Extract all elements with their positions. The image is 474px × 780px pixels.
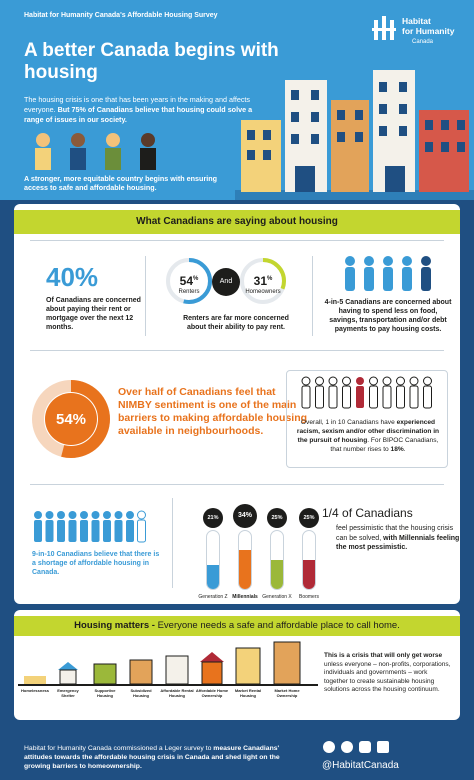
people-group-icon [345, 256, 431, 291]
social-handle[interactable]: @HabitatCanada [322, 760, 399, 771]
person-icon [68, 511, 77, 542]
stat-40-text: Of Canadians are concerned about paying … [46, 297, 141, 331]
person-icon [409, 376, 419, 409]
nimby-value: 54% [56, 411, 86, 428]
crisis-text: This is a crisis that will only get wors… [324, 652, 451, 693]
twitter-icon[interactable] [341, 741, 353, 753]
divider [312, 256, 313, 336]
person-icon [34, 511, 42, 542]
generation-value: 34% [233, 504, 257, 528]
instagram-icon[interactable] [359, 741, 371, 753]
generation-label: Generation X [262, 594, 292, 600]
person-icon [315, 376, 324, 409]
generation-value: 25% [267, 508, 287, 528]
generation-bar-fill [207, 564, 219, 589]
pessimism-text: feel pessimistic that the housing crisis… [336, 525, 460, 551]
tagline: A stronger, more equitable country begin… [24, 174, 218, 192]
divider [145, 256, 146, 336]
continuum-label: Affordable Rental Housing [160, 688, 194, 698]
stat-40-value: 40% [46, 262, 99, 292]
generation-value: 21% [203, 508, 223, 528]
renters-label: Renters [178, 289, 200, 295]
continuum-label: Subsidized Housing [130, 688, 152, 698]
quarter-title: 1/4 of Canadians [322, 506, 413, 520]
person-icon [423, 376, 432, 409]
renters-ring [166, 258, 212, 304]
person-icon [356, 377, 364, 408]
continuum-label: Supportive Housing [94, 688, 116, 698]
person-icon [103, 511, 111, 542]
homeowners-ring [240, 258, 286, 304]
logo-wordmark: Habitat for Humanity [402, 16, 455, 36]
generation-bar [238, 530, 252, 590]
person-icon [57, 511, 65, 542]
generation-label: Millennials [232, 594, 258, 600]
divider [30, 350, 444, 351]
section-header-bar [14, 210, 460, 234]
footer-text: Habitat for Humanity Canada commissioned… [24, 745, 280, 770]
housing-matters-panel: Housing matters - Everyone needs a safe … [14, 610, 460, 720]
generation-bar-fill [271, 560, 283, 589]
generation-bar-fill [239, 549, 251, 589]
generation-bar [270, 530, 284, 590]
people-row-blue-icon [34, 510, 146, 543]
generation-bar-fill [303, 560, 315, 589]
habitat-logo-icon [372, 16, 396, 40]
bipoc-box [286, 370, 448, 468]
continuum-label: Emergency Shelter [57, 688, 79, 698]
divider [172, 498, 173, 588]
renters-text: Renters are far more concerned about the… [183, 315, 289, 331]
renters-value: 54% [179, 274, 199, 288]
person-icon [91, 511, 100, 542]
linkedin-icon[interactable] [377, 741, 389, 753]
continuum-label: Market Rental Housing [234, 688, 262, 698]
page-title: A better Canada begins with housing [24, 40, 279, 83]
person-icon [137, 510, 146, 543]
social-links [322, 740, 462, 754]
homeowners-value: 31% [253, 274, 273, 288]
person-icon [382, 376, 392, 409]
intro-text: The housing crisis is one that has been … [24, 95, 253, 124]
continuum-label: Market Home Ownership [274, 688, 300, 698]
continuum-label: Affordable Home Ownership [195, 688, 229, 698]
person-icon [301, 376, 311, 409]
generation-bar [206, 530, 220, 590]
divider [30, 484, 444, 485]
housing-matters-bar [14, 616, 460, 636]
divider [30, 240, 444, 241]
person-icon [114, 511, 123, 542]
workers-illustration [35, 133, 156, 170]
nimby-donut: 54% [32, 380, 110, 458]
continuum-label: Homelessness [20, 688, 49, 693]
section-title: What Canadians are saying about housing [136, 216, 338, 227]
logo-country: Canada [412, 39, 434, 45]
generation-label: Boomers [298, 594, 319, 600]
homeowners-label: Homeowners [245, 289, 281, 295]
header-banner: Habitat for Humanity Canada's Affordable… [0, 0, 474, 200]
survey-label: Habitat for Humanity Canada's Affordable… [24, 12, 218, 19]
city-skyline-illustration [235, 70, 474, 200]
person-icon [369, 376, 378, 409]
facebook-icon[interactable] [323, 741, 335, 753]
person-icon [45, 511, 54, 542]
person-icon [396, 376, 405, 409]
person-icon [126, 511, 134, 542]
person-icon [328, 376, 338, 409]
generation-value: 25% [299, 508, 319, 528]
person-icon [342, 376, 351, 409]
bipoc-text: Overall, 1 in 10 Canadians have experien… [296, 419, 440, 453]
generation-bar [302, 530, 316, 590]
nimby-text: Over half of Canadians feel that NIMBY s… [118, 386, 308, 437]
and-badge: And [212, 268, 240, 296]
housing-matters-title: Housing matters - Everyone needs a safe … [74, 620, 400, 631]
four-in-five-text: 4-in-5 Canadians are concerned about hav… [324, 299, 452, 333]
people-row-icon [301, 376, 432, 409]
nine-in-ten-text: 9-in-10 Canadians believe that there is … [32, 551, 160, 576]
person-icon [80, 511, 88, 542]
housing-continuum-illustration [18, 641, 318, 686]
generation-label: Generation Z [198, 594, 228, 600]
